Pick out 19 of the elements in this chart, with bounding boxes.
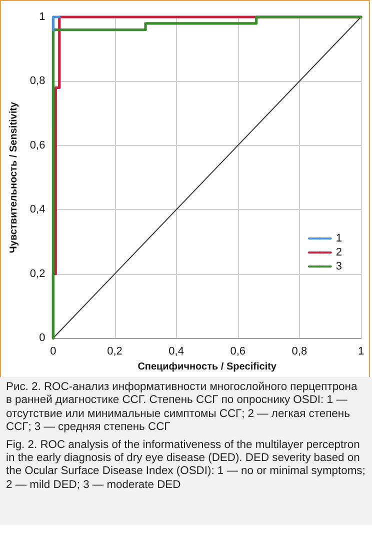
y-tick-label: 0,4 xyxy=(30,204,46,216)
x-tick-label: 0,4 xyxy=(168,346,184,358)
y-tick-label: 0,6 xyxy=(30,139,46,152)
legend-label: 3 xyxy=(336,260,342,272)
y-tick-label: 1 xyxy=(39,11,46,23)
x-tick-label: 1 xyxy=(358,346,364,358)
x-tick-label: 0,6 xyxy=(230,346,246,358)
x-tick-label: 0,8 xyxy=(292,346,308,358)
y-tick-label: 0 xyxy=(39,332,46,344)
caption: Fig. 2. ROC analysis of the informativeness of the multilayer perceptron in the early diagnosis of dry eye disease (DED). DED severity based on the Ocular Surface Disease Index (OSDI): 1 — no or minimal symptoms; 2 — mild DED; 3 — moderate DED xyxy=(6,438,366,492)
y-tick-label: 0,2 xyxy=(30,268,46,280)
y-tick-label: 0,8 xyxy=(30,75,46,88)
legend-label: 1 xyxy=(336,232,342,244)
text: Рис. 2. ROC-анализ информативности многослойного перцептрона в ранней диагностике ССГ. Степень ССГ по опроснику OSDI: 1 — отсутствие или минимальные симптомы ССГ; 2 — легкая степень ССГ; 3 — средняя степень ССГ xyxy=(6,381,358,435)
x-tick-label: 0,2 xyxy=(107,346,122,358)
y-axis-title: Чувствительность / Sensitivity xyxy=(8,102,20,254)
x-axis-title: Специфичность / Specificity xyxy=(138,362,277,372)
x-tick-label: 0 xyxy=(50,346,56,358)
legend-label: 2 xyxy=(336,246,342,258)
